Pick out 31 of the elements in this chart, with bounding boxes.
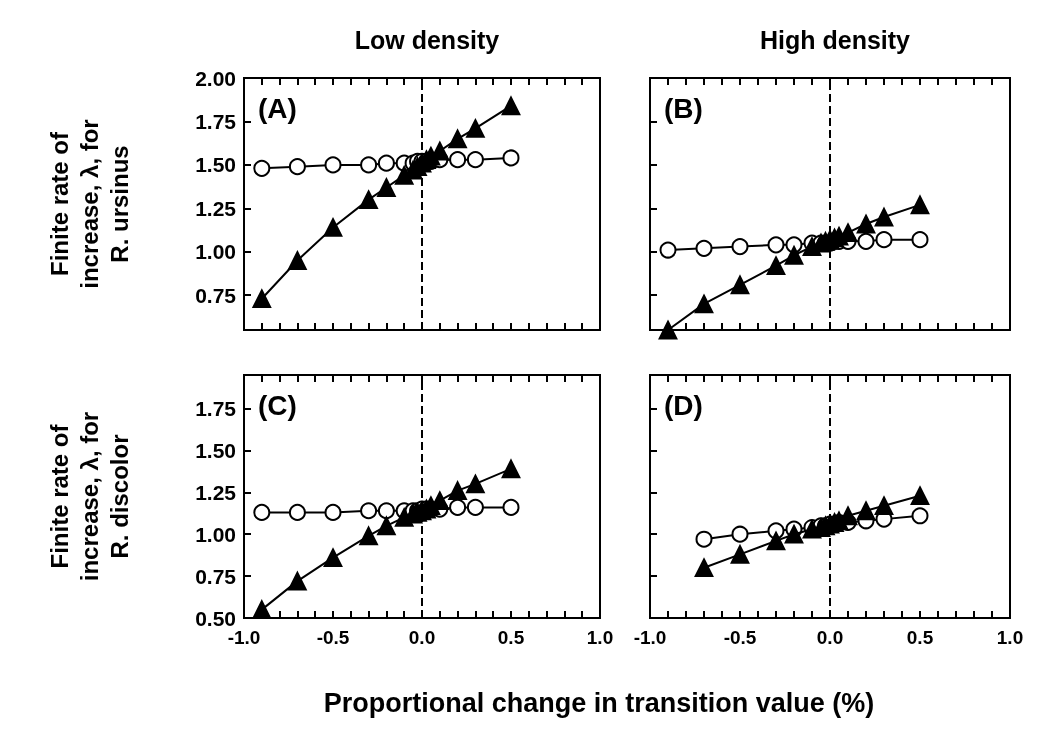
chart-title: Low density (354, 25, 500, 54)
annotation: (B) (664, 92, 703, 124)
x-tick-label: 0.0 (408, 627, 436, 648)
x-axis-title: Proportional change in transition value (%) (322, 688, 876, 719)
y-tick-label: 1.75 (195, 397, 237, 421)
y-tick-label: 0.50 (195, 606, 236, 630)
x-tick-label: 0.0 (816, 627, 844, 648)
x-tick-label: 0.5 (906, 627, 934, 648)
y-tick-label: 1.50 (195, 438, 236, 462)
y-tick-label: 0.75 (195, 564, 237, 588)
x-tick-label: 1.0 (586, 627, 614, 648)
y-tick-label: 0.75 (195, 283, 237, 307)
y-tick-label: 2.00 (195, 66, 236, 90)
x-tick-label: -0.5 (723, 627, 757, 648)
x-tick-label: -0.5 (316, 627, 350, 648)
annotation: (C) (258, 389, 297, 421)
chart-title: High density (759, 25, 911, 54)
y-tick-label: 1.25 (195, 196, 237, 220)
x-tick-label: 1.0 (996, 627, 1024, 648)
annotation: (D) (664, 389, 703, 421)
x-tick-label: -1.0 (227, 627, 261, 648)
y-axis-title: Finite rate of increase, λ, for R. discolor (45, 411, 133, 582)
annotation: (A) (258, 92, 297, 124)
y-tick-label: 1.00 (195, 240, 236, 264)
x-tick-label: 0.5 (497, 627, 525, 648)
y-axis-title: Finite rate of increase, λ, for R. ursinus (45, 119, 133, 289)
y-tick-label: 1.50 (195, 153, 236, 177)
x-tick-label: -1.0 (633, 627, 667, 648)
y-tick-label: 1.25 (195, 480, 237, 504)
y-tick-label: 1.75 (195, 109, 237, 133)
y-tick-label: 1.00 (195, 522, 236, 546)
